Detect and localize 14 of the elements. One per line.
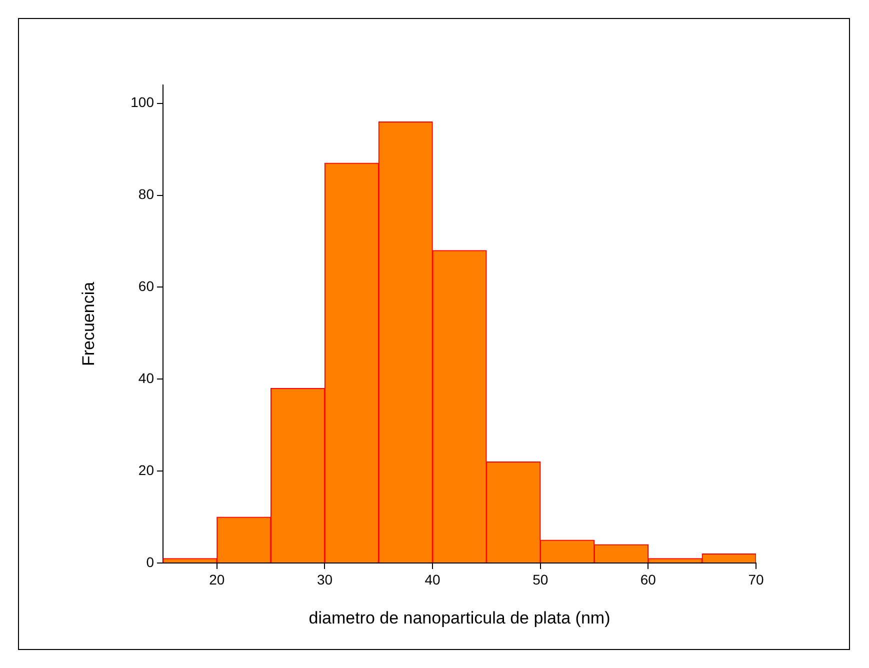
y-tick-label: 0 bbox=[146, 554, 154, 570]
x-tick-label: 20 bbox=[209, 571, 225, 588]
y-tick-label: 80 bbox=[138, 186, 154, 202]
y-axis-title: Frecuencia bbox=[78, 281, 98, 366]
y-tick-label: 60 bbox=[138, 278, 154, 294]
y-tick-label: 20 bbox=[138, 462, 154, 478]
x-tick-label: 70 bbox=[748, 571, 764, 588]
y-tick-label: 100 bbox=[130, 94, 154, 110]
x-tick-label: 60 bbox=[640, 571, 656, 588]
x-tick-label: 40 bbox=[424, 571, 441, 588]
y-tick-label: 40 bbox=[138, 370, 154, 386]
x-tick-label: 50 bbox=[532, 571, 548, 588]
x-axis-title: diametro de nanoparticula de plata (nm) bbox=[308, 608, 610, 628]
x-tick-label: 30 bbox=[316, 571, 333, 588]
